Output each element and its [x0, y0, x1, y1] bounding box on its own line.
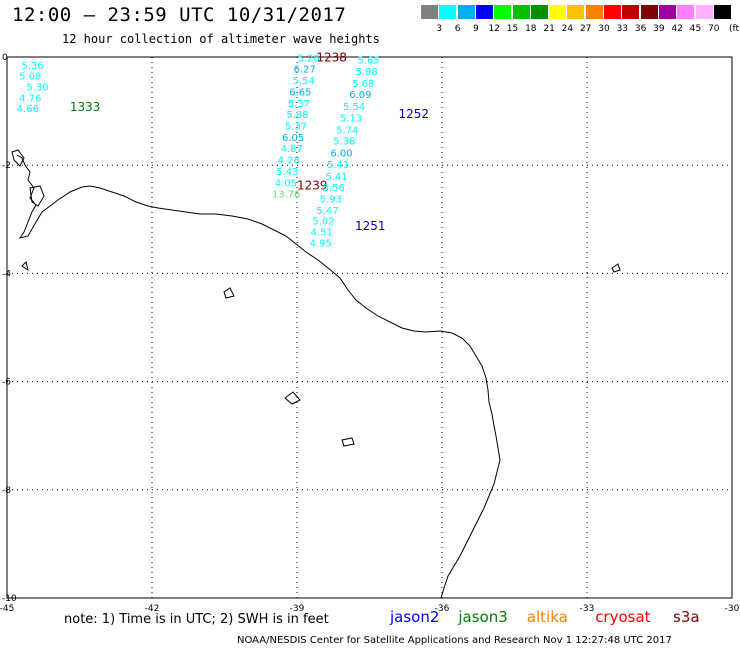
note-text: note: 1) Time is in UTC; 2) SWH is in fe… — [64, 612, 329, 627]
satellite-jason2: jason2 — [390, 608, 439, 626]
wave-height-value: 5.98 — [355, 67, 377, 78]
lat-tick-label: -8 — [2, 486, 11, 496]
wave-height-value: 6.09 — [349, 90, 371, 101]
lon-tick-label: -45 — [0, 604, 14, 614]
lat-tick-label: -6 — [2, 378, 11, 388]
wave-height-value: 5.41 — [327, 160, 349, 171]
wave-height-value: 5.41 — [326, 172, 348, 183]
wave-height-value: 6.65 — [289, 87, 311, 98]
satellite-s3a: s3a — [673, 608, 700, 626]
grid-lines — [7, 57, 732, 598]
wave-height-value: 4.76 — [19, 93, 41, 104]
wave-height-value: 5.13 — [340, 113, 362, 124]
estuary-islands — [30, 186, 44, 206]
island-west — [22, 262, 28, 270]
atoll-das-rocas — [342, 438, 354, 446]
wave-height-value: 5.43 — [276, 167, 298, 178]
pass-label: 1333 — [70, 100, 101, 114]
lon-tick-label: -30 — [725, 604, 740, 614]
wave-height-value: 5.54 — [293, 76, 315, 87]
lat-tick-label: -4 — [2, 269, 11, 279]
wave-height-value: 5.36 — [22, 61, 44, 72]
wave-height-value: 4.87 — [281, 144, 303, 155]
pass-label: 1252 — [399, 107, 430, 121]
map-frame — [7, 57, 732, 598]
wave-height-value: 4.95 — [310, 238, 332, 249]
altimeter-tracks: 5.365.085.304.764.66 13335.266.275.546.65… — [17, 50, 429, 249]
wave-height-value: 5.54 — [343, 102, 365, 113]
wave-height-value: 6.00 — [330, 149, 352, 160]
wave-height-value: 5.37 — [285, 121, 307, 132]
wave-height-value: 5.74 — [336, 125, 358, 136]
island-east — [612, 264, 620, 272]
satellite-cryosat: cryosat — [595, 608, 650, 626]
pass-label: 1238 — [316, 50, 347, 64]
wave-height-value: 4.51 — [311, 228, 333, 239]
wave-height-value: 5.38 — [333, 137, 355, 148]
wave-height-value: 4.66 — [17, 104, 39, 115]
axis-ticks: -45 -42 -39 -36 -33 -30 0 -2 -4 -6 -8 -10 — [0, 53, 740, 614]
wave-height-value: 5.93 — [320, 195, 342, 206]
wave-height-value: 5.65 — [357, 55, 379, 66]
wave-height-value: 6.05 — [282, 133, 304, 144]
wave-height-value: 6.27 — [294, 65, 316, 76]
wave-height-value: 5.88 — [286, 110, 308, 121]
lon-tick-label: -33 — [580, 604, 595, 614]
wave-height-value: 4.05 — [275, 178, 297, 189]
pass-label: 1251 — [355, 219, 386, 233]
wave-height-value: 5.37 — [288, 99, 310, 110]
small-island — [224, 288, 234, 298]
lat-tick-label: -10 — [2, 594, 17, 604]
wave-height-value: 5.68 — [352, 79, 374, 90]
satellite-altika: altika — [527, 608, 568, 626]
brazil-coastline — [17, 155, 500, 598]
satellite-jason3: jason3 — [458, 608, 507, 626]
map-canvas[interactable]: -45 -42 -39 -36 -33 -300-2-4-6-8-10 5.365.085… — [0, 0, 740, 650]
credit-text: NOAA/NESDIS Center for Satellite Applica… — [237, 635, 672, 646]
wave-height-value: 5.08 — [19, 72, 41, 83]
wave-height-value: 5.47 — [316, 206, 338, 217]
fernando-de-noronha — [285, 392, 300, 404]
wave-height-value: 5.30 — [26, 83, 48, 94]
lat-tick-label: 0 — [2, 53, 8, 63]
wave-height-value: 5.02 — [312, 217, 334, 228]
wave-height-value: 4.28 — [278, 156, 300, 167]
lat-tick-label: -2 — [2, 161, 11, 171]
wave-height-value: 5.56 — [323, 183, 345, 194]
